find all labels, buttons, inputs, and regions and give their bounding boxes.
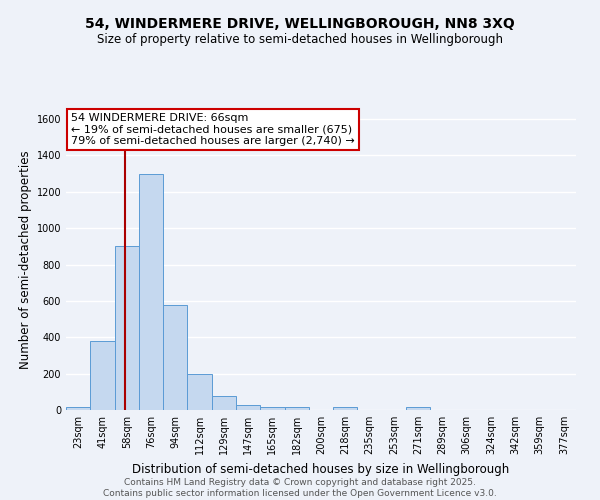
Bar: [139, 174, 163, 410]
Bar: [260, 408, 284, 410]
Bar: [284, 408, 309, 410]
Text: Contains HM Land Registry data © Crown copyright and database right 2025.
Contai: Contains HM Land Registry data © Crown c…: [103, 478, 497, 498]
Bar: [163, 306, 187, 410]
Text: 54, WINDERMERE DRIVE, WELLINGBOROUGH, NN8 3XQ: 54, WINDERMERE DRIVE, WELLINGBOROUGH, NN…: [85, 18, 515, 32]
Text: 54 WINDERMERE DRIVE: 66sqm
← 19% of semi-detached houses are smaller (675)
79% o: 54 WINDERMERE DRIVE: 66sqm ← 19% of semi…: [71, 113, 355, 146]
Bar: [333, 408, 358, 410]
Y-axis label: Number of semi-detached properties: Number of semi-detached properties: [19, 150, 32, 370]
Bar: [90, 341, 115, 410]
Bar: [406, 408, 430, 410]
Bar: [212, 396, 236, 410]
X-axis label: Distribution of semi-detached houses by size in Wellingborough: Distribution of semi-detached houses by …: [133, 462, 509, 475]
Bar: [115, 246, 139, 410]
Bar: [187, 374, 212, 410]
Bar: [236, 406, 260, 410]
Bar: [66, 408, 90, 410]
Text: Size of property relative to semi-detached houses in Wellingborough: Size of property relative to semi-detach…: [97, 32, 503, 46]
